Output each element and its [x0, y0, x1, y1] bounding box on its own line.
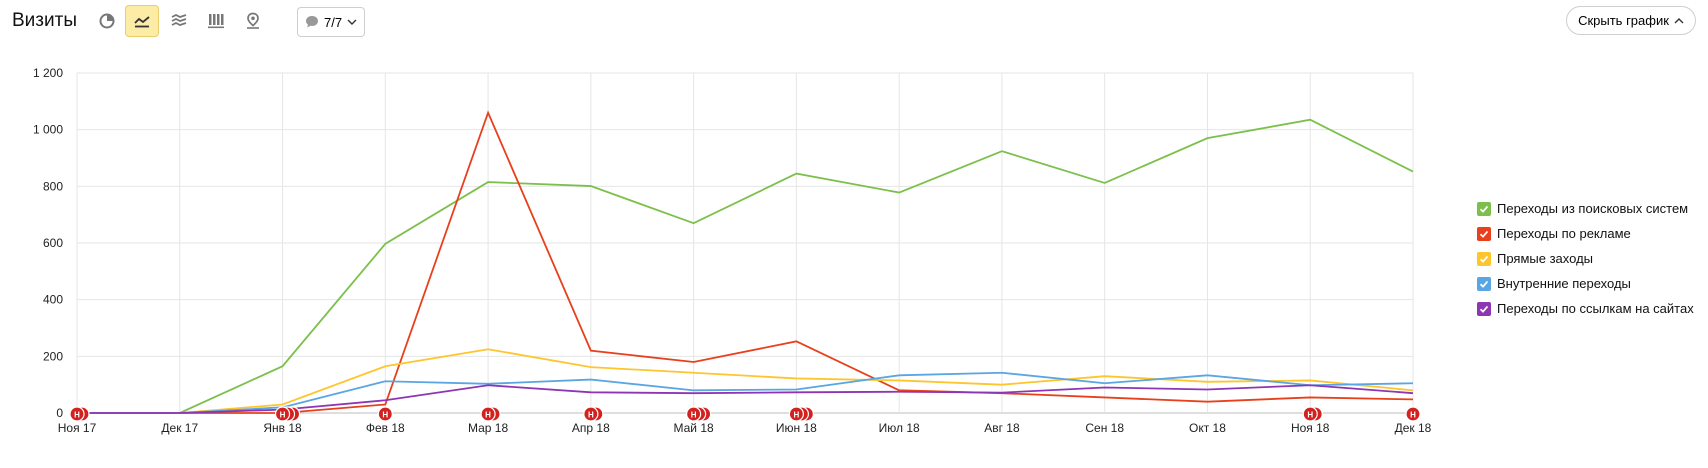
- annotation-marker-label: Н: [793, 411, 799, 420]
- hide-chart-label: Скрыть график: [1578, 13, 1669, 28]
- legend-label: Внутренние переходы: [1497, 276, 1631, 291]
- checkbox-checked-icon[interactable]: [1477, 251, 1491, 266]
- y-tick-label: 600: [43, 236, 63, 250]
- bar-chart-button[interactable]: [199, 5, 233, 37]
- x-tick-label: Апр 18: [572, 421, 610, 435]
- y-tick-label: 400: [43, 293, 63, 307]
- legend-label: Переходы по рекламе: [1497, 226, 1631, 241]
- line-chart-button[interactable]: [125, 5, 159, 37]
- x-tick-label: Окт 18: [1189, 421, 1226, 435]
- legend-item[interactable]: Прямые заходы: [1477, 246, 1694, 271]
- series-line: [77, 384, 1414, 414]
- checkbox-checked-icon[interactable]: [1477, 301, 1491, 316]
- annotation-marker[interactable]: [583, 406, 599, 422]
- y-tick-label: 200: [43, 349, 63, 363]
- line-chart-icon: [134, 16, 150, 28]
- area-chart-icon: [171, 13, 187, 26]
- y-tick-label: 1 200: [33, 66, 63, 80]
- series-line: [77, 118, 1414, 414]
- legend-item[interactable]: Внутренние переходы: [1477, 271, 1694, 296]
- annotation-marker[interactable]: [686, 406, 702, 422]
- annotation-marker[interactable]: [788, 406, 804, 422]
- annotation-marker-label: Н: [588, 411, 594, 420]
- x-tick-label: Фев 18: [366, 421, 405, 435]
- page-title: Визиты: [12, 10, 77, 31]
- x-tick-label: Май 18: [674, 421, 715, 435]
- legend-item[interactable]: Переходы по рекламе: [1477, 221, 1694, 246]
- annotation-marker[interactable]: [480, 406, 496, 422]
- comment-icon: [306, 16, 318, 28]
- annotation-marker[interactable]: [1405, 406, 1421, 422]
- series-line: [77, 371, 1414, 414]
- chart-legend: Переходы из поисковых систем Переходы по …: [1477, 196, 1694, 321]
- x-tick-label: Мар 18: [468, 421, 508, 435]
- legend-label: Переходы из поисковых систем: [1497, 201, 1689, 216]
- line-chart: 0 200 400 600 800 1 000 1 200 Ноя 17 Дек 17 Янв 1…: [33, 66, 1432, 435]
- y-tick-label: 0: [56, 406, 63, 420]
- map-icon: [247, 12, 259, 29]
- annotation-marker-label: Н: [280, 411, 286, 420]
- annotation-marker[interactable]: [377, 406, 393, 422]
- x-tick-label: Авг 18: [984, 421, 1020, 435]
- x-tick-label: Ноя 18: [1291, 421, 1330, 435]
- legend-item[interactable]: Переходы по ссылкам на сайтах: [1477, 296, 1694, 321]
- x-tick-label: Сен 18: [1085, 421, 1124, 435]
- checkbox-checked-icon[interactable]: [1477, 201, 1491, 216]
- series-line: [77, 348, 1414, 414]
- annotation-marker-label: Н: [485, 411, 491, 420]
- legend-label: Прямые заходы: [1497, 251, 1594, 266]
- annotation-marker-label: Н: [691, 411, 697, 420]
- area-chart-button[interactable]: [162, 5, 196, 37]
- annotations-count: 7/7: [324, 14, 343, 30]
- hide-chart-button[interactable]: Скрыть график: [1566, 6, 1696, 35]
- chevron-up-icon: [1674, 17, 1684, 23]
- annotation-marker-label: Н: [1307, 411, 1313, 420]
- legend-item[interactable]: Переходы из поисковых систем: [1477, 196, 1694, 221]
- legend-label: Переходы по ссылкам на сайтах: [1497, 301, 1694, 316]
- x-tick-label: Июл 18: [879, 421, 920, 435]
- annotation-marker[interactable]: [69, 406, 85, 422]
- checkbox-checked-icon[interactable]: [1477, 276, 1491, 291]
- y-tick-label: 1 000: [33, 123, 63, 137]
- annotation-marker-label: Н: [74, 411, 80, 420]
- x-tick-label: Ноя 17: [58, 421, 97, 435]
- checkbox-checked-icon[interactable]: [1477, 226, 1491, 241]
- y-tick-label: 800: [43, 179, 63, 193]
- bar-chart-icon: [208, 14, 224, 29]
- annotation-marker-label: Н: [1410, 411, 1416, 420]
- map-button[interactable]: [236, 5, 270, 37]
- pie-chart-icon: [99, 13, 115, 29]
- toolbar: Визиты: [0, 0, 1708, 44]
- annotations-dropdown[interactable]: 7/7: [297, 7, 365, 37]
- x-tick-label: Дек 17: [161, 421, 198, 435]
- x-tick-label: Янв 18: [263, 421, 302, 435]
- x-tick-label: Июн 18: [776, 421, 817, 435]
- annotation-marker-label: Н: [382, 411, 388, 420]
- x-tick-label: Дек 18: [1395, 421, 1432, 435]
- annotation-marker[interactable]: [274, 406, 291, 422]
- chevron-down-icon: [347, 19, 357, 25]
- pie-chart-button[interactable]: [90, 5, 124, 37]
- annotation-marker[interactable]: [1302, 406, 1318, 422]
